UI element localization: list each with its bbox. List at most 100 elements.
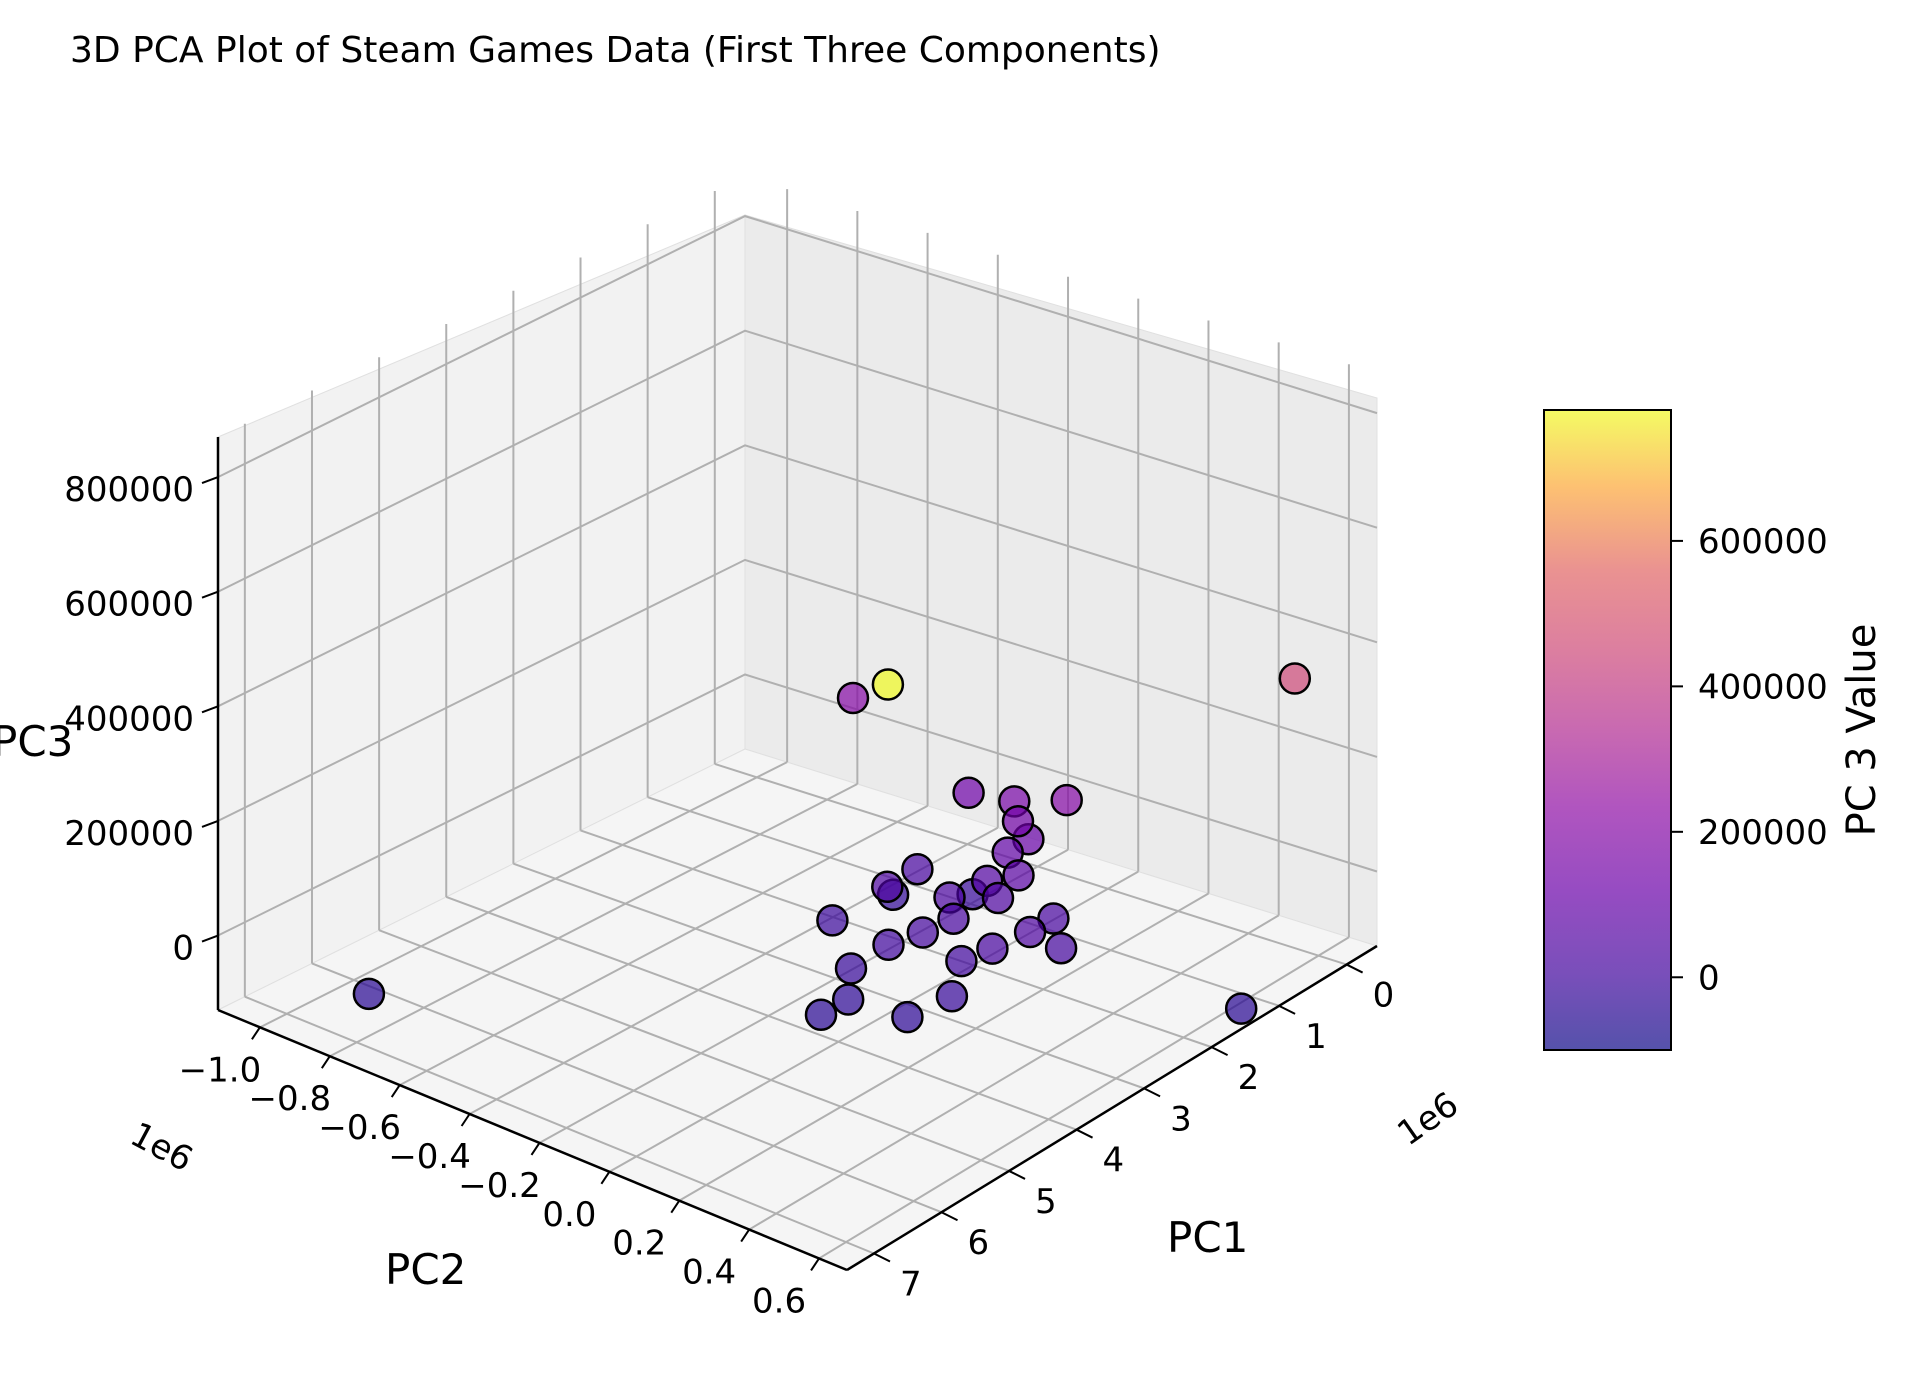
pc1-tick-label: 5 [1035, 1182, 1057, 1222]
grid-line-pc1 [714, 763, 1347, 966]
data-point [816, 904, 849, 937]
pc1-tick [941, 1211, 958, 1222]
data-point [871, 668, 905, 701]
data-point [935, 980, 969, 1013]
pc2-axis-line [217, 1008, 848, 1272]
data-point [891, 1000, 924, 1034]
pc2-tick [810, 1257, 820, 1271]
data-point [834, 952, 868, 985]
pc1-tick-label: 6 [968, 1223, 990, 1263]
pc2-tick [530, 1142, 541, 1156]
grid-line-pc3 [217, 558, 1378, 822]
grid-line-pc2 [259, 761, 788, 1029]
pc1-tick [1076, 1128, 1094, 1139]
data-point [836, 681, 870, 715]
tick-labels: 0 1 2 3 4 5 6 7 −1.0−0.8−0.6−0.4−0.20.0 0.2 0.4 0.6… [64, 470, 1394, 1321]
x-offset-label: 1e6 [1390, 1084, 1466, 1154]
data-point [901, 852, 934, 886]
pc3-tick [201, 934, 219, 943]
data-point [1044, 931, 1078, 965]
data-point [1013, 915, 1047, 949]
z-axis-label: PC3 [0, 717, 73, 766]
colorbar-tick-label: 200000 [1698, 813, 1828, 853]
pc1-tick [1278, 1004, 1296, 1015]
pc1-tick [873, 1252, 891, 1263]
data-point [1224, 992, 1258, 1025]
grid-line-pc2 [818, 936, 1350, 1260]
data-point [976, 932, 1009, 965]
data-point [952, 776, 985, 810]
pc3-tick-label: 0 [172, 929, 194, 969]
pc3-tick [201, 590, 219, 599]
y-offset-label: 1e6 [124, 1115, 199, 1180]
pc2-tick-label: −0.2 [458, 1166, 541, 1206]
grid-line-pc3 [217, 673, 1378, 937]
grid-line-pc1 [513, 862, 1145, 1090]
pc2-tick [390, 1084, 401, 1098]
data-point [352, 977, 386, 1011]
data-point [981, 881, 1015, 915]
pc2-tick [320, 1055, 331, 1069]
data-point [937, 902, 970, 935]
pc1-tick-label: 0 [1373, 976, 1395, 1016]
colorbar-gradient [1544, 410, 1671, 1050]
data-point [871, 870, 904, 904]
pc1-tick-label: 3 [1170, 1099, 1192, 1139]
grid-line-pc2 [678, 892, 1209, 1202]
grid-line-pc2 [399, 805, 929, 1086]
x-axis-label: PC1 [1167, 1213, 1248, 1262]
data-points [352, 662, 1312, 1034]
grid-line-pc1 [311, 962, 942, 1214]
data-point [906, 916, 940, 949]
colorbar-label: PC 3 Value [1839, 624, 1885, 837]
pc2-tick-label: 0.2 [612, 1224, 666, 1264]
colorbar-frame [1543, 409, 1672, 1051]
pc2-tick [670, 1200, 681, 1214]
pc3-tick-label: 600000 [64, 585, 194, 625]
pc3-tick-label: 400000 [64, 699, 194, 739]
data-point [872, 928, 905, 962]
pc3-tick [201, 819, 219, 828]
colorbar-ticks: 0 200000 400000 600000 [1671, 522, 1828, 998]
pc2-tick-label: −0.8 [249, 1079, 332, 1119]
pc1-tick-label: 2 [1238, 1058, 1260, 1098]
grid-line-pc2 [748, 914, 1280, 1231]
y-axis-label: PC2 [385, 1245, 466, 1294]
pc1-axis-line [846, 944, 1378, 1272]
colorbar: 0 200000 400000 600000 PC 3 Value [1543, 409, 1885, 1051]
data-point [1050, 783, 1083, 817]
pc1-tick [1211, 1046, 1229, 1057]
pc3-tick-label: 800000 [64, 470, 194, 510]
data-point [1001, 805, 1035, 838]
colorbar-tick-label: 400000 [1698, 667, 1828, 707]
grid-line-pc3 [217, 329, 1378, 593]
grid-line-pc3 [217, 215, 1378, 479]
pc2-tick-label: 0.4 [682, 1253, 736, 1293]
pc2-tick-label: 0.6 [752, 1281, 806, 1321]
pc1-tick [1346, 963, 1364, 974]
pc1-tick [1143, 1087, 1161, 1098]
grid-line-pc2 [329, 783, 858, 1058]
pc2-tick-label: −0.4 [388, 1137, 471, 1177]
grid-lines [217, 189, 1378, 1260]
data-point [1002, 859, 1035, 892]
data-point [1278, 662, 1312, 695]
colorbar-tick-label: 600000 [1698, 522, 1828, 562]
tick-marks [201, 476, 1364, 1271]
pc3-tick-label: 200000 [64, 814, 194, 854]
pc1-tick [1008, 1170, 1026, 1180]
grid-line-pc1 [244, 995, 875, 1255]
grid-line-pc1 [378, 929, 1010, 1172]
data-point [831, 983, 865, 1016]
pc2-tick-label: 0.0 [542, 1195, 596, 1235]
grid-line-pc1 [445, 896, 1077, 1131]
grid-line-pc3 [217, 444, 1378, 708]
data-point [945, 944, 978, 978]
pc1-tick-label: 1 [1305, 1017, 1327, 1057]
pc2-tick-label: −1.0 [179, 1050, 262, 1090]
pc1-tick-label: 4 [1103, 1141, 1125, 1181]
axis-lines [216, 437, 1378, 1272]
pc2-tick [740, 1229, 750, 1243]
pc2-tick [251, 1026, 261, 1040]
